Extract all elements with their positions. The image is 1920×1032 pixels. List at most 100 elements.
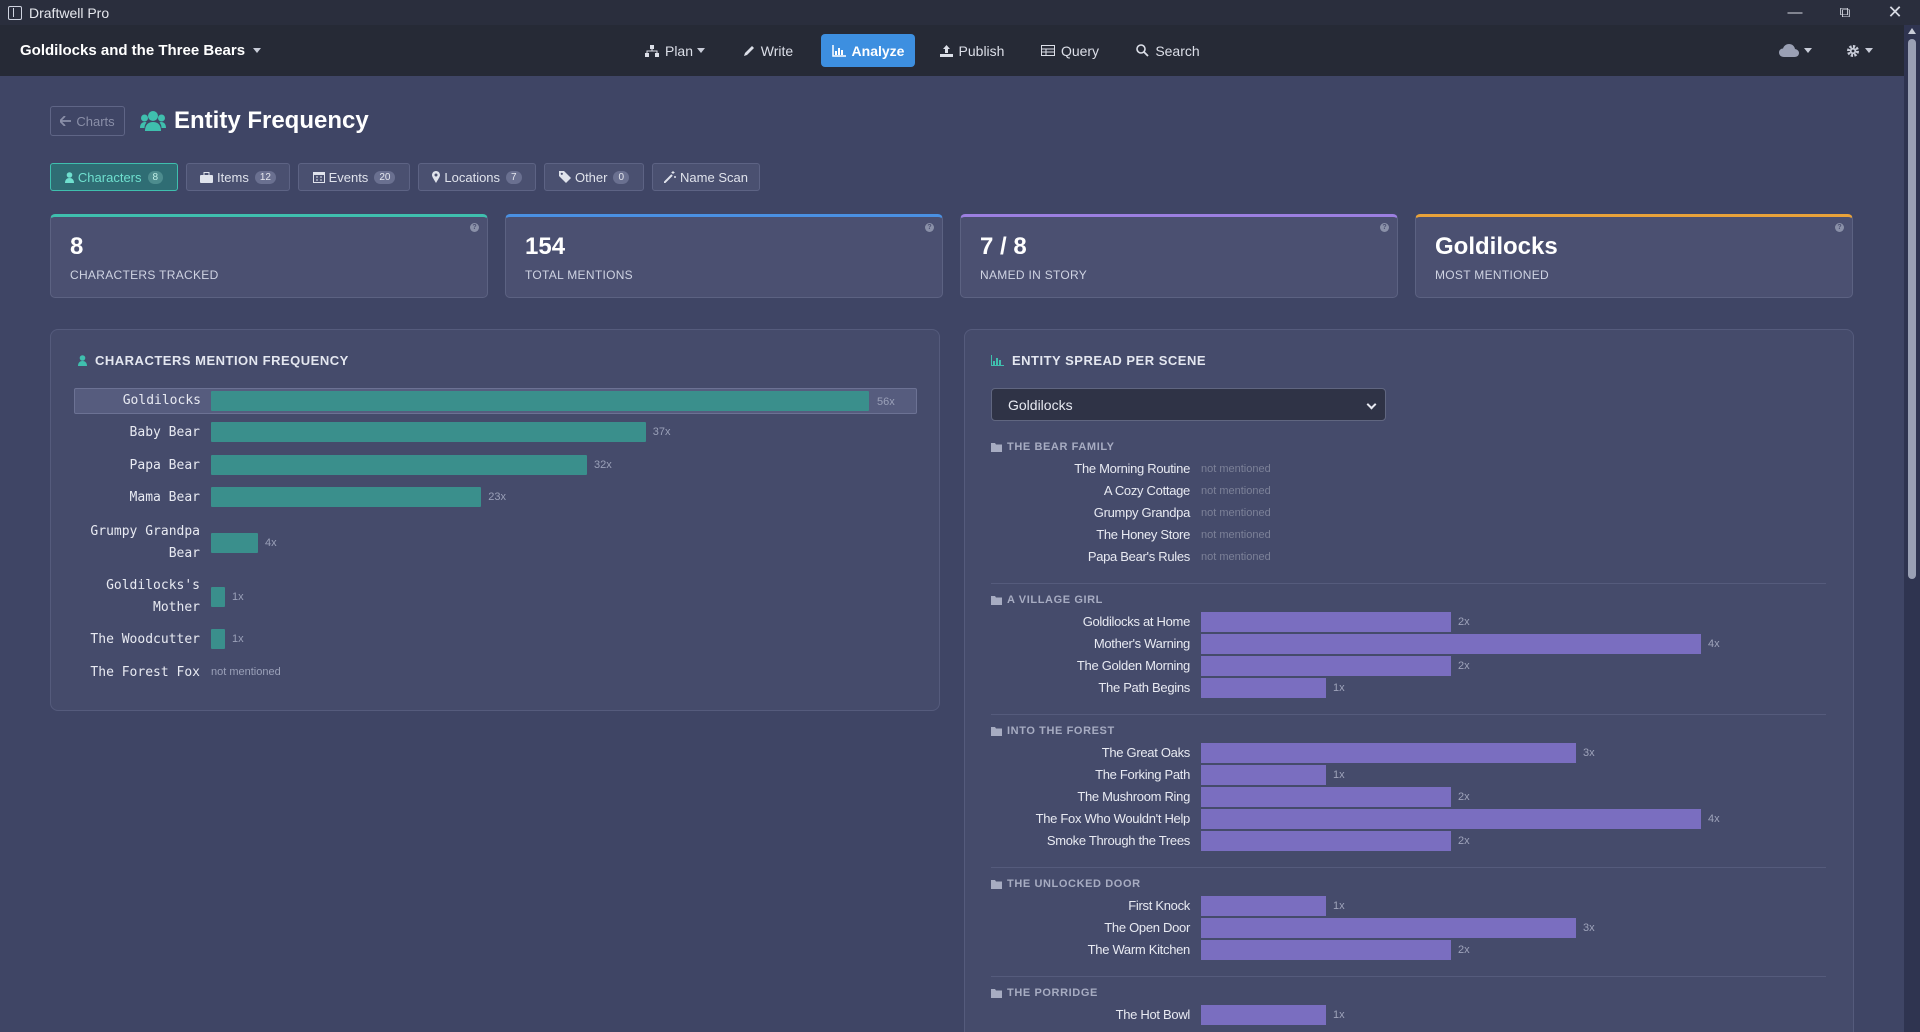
scene-row[interactable]: The Forking Path 1x [991, 765, 1831, 785]
nav-publish[interactable]: Publish [933, 34, 1011, 67]
nav-analyze[interactable]: Analyze [821, 34, 915, 67]
stat-card-most-mentioned: Goldilocks MOST MENTIONED ? [1415, 214, 1853, 298]
scene-row[interactable]: The Honey Store not mentioned [991, 525, 1831, 545]
document-selector[interactable]: Goldilocks and the Three Bears [20, 25, 262, 76]
scene-name: Smoke Through the Trees [1046, 833, 1190, 848]
tab-other[interactable]: Other 0 [544, 163, 644, 191]
scene-row[interactable]: Goldilocks at Home 2x [991, 612, 1831, 632]
scene-group-name: THE PORRIDGE [1007, 987, 1098, 999]
caret-down-icon [1865, 48, 1873, 53]
frequency-row[interactable]: The Woodcutter 1x [74, 629, 917, 649]
nav-query[interactable]: Query [1033, 34, 1107, 67]
entity-select[interactable]: Goldilocks [991, 388, 1386, 421]
not-mentioned-label: not mentioned [211, 665, 281, 678]
nav-write-label: Write [760, 42, 794, 59]
scene-count: 4x [1708, 638, 1720, 650]
tag-icon [558, 171, 571, 183]
stat-card-named-in-story: 7 / 8 NAMED IN STORY ? [960, 214, 1398, 298]
scrollbar-thumb[interactable] [1908, 39, 1916, 579]
frequency-row[interactable]: Mama Bear 23x [74, 487, 917, 507]
frequency-row[interactable]: Goldilocks 56x [74, 388, 917, 414]
scene-bar [1201, 765, 1326, 785]
back-to-charts-button[interactable]: Charts [50, 106, 125, 136]
scene-row[interactable]: First Knock 1x [991, 896, 1831, 916]
page-title-text: Entity Frequency [174, 107, 369, 134]
scene-name: The Fox Who Wouldn't Help [1035, 811, 1191, 826]
entity-spread-title: ENTITY SPREAD PER SCENE [1012, 353, 1207, 368]
help-icon[interactable]: ? [470, 223, 479, 232]
minimize-button[interactable]: — [1787, 4, 1803, 21]
scene-row[interactable]: The Open Door 3x [991, 918, 1831, 938]
scene-bar [1201, 787, 1451, 807]
tab-events-count: 20 [374, 170, 396, 184]
not-mentioned-label: not mentioned [1201, 507, 1271, 519]
settings-menu[interactable] [1846, 25, 1873, 76]
group-separator [991, 583, 1826, 584]
scene-row[interactable]: The Fox Who Wouldn't Help 4x [991, 809, 1831, 829]
tab-events[interactable]: Events 20 [298, 163, 410, 191]
scene-row[interactable]: The Great Oaks 3x [991, 743, 1831, 763]
nav-search[interactable]: Search [1130, 34, 1206, 67]
help-icon[interactable]: ? [1835, 223, 1844, 232]
scene-row[interactable]: A Cozy Cottage not mentioned [991, 481, 1831, 501]
help-icon[interactable]: ? [1380, 223, 1389, 232]
scene-name: Papa Bear's Rules [1087, 549, 1190, 564]
tab-items-count: 12 [254, 170, 276, 184]
scene-row[interactable]: The Mushroom Ring 2x [991, 787, 1831, 807]
tab-name-scan[interactable]: Name Scan [652, 163, 760, 191]
scene-row[interactable]: The Golden Morning 2x [991, 656, 1831, 676]
arrow-left-icon [60, 116, 72, 126]
tab-characters[interactable]: Characters 8 [50, 163, 178, 191]
user-icon [78, 355, 87, 366]
frequency-bar [211, 422, 646, 442]
page-title: Entity Frequency [140, 104, 369, 138]
scene-row[interactable]: The Path Begins 1x [991, 678, 1831, 698]
close-button[interactable]: ✕ [1887, 2, 1903, 22]
frequency-row[interactable]: The Forest Fox not mentioned [74, 662, 917, 682]
nav-plan[interactable]: Plan [637, 34, 713, 67]
frequency-count: 23x [488, 490, 506, 503]
frequency-row[interactable]: Baby Bear 37x [74, 422, 917, 442]
page-scrollbar[interactable] [1904, 25, 1920, 1032]
tab-items[interactable]: Items 12 [186, 163, 290, 191]
frequency-row-name: Goldilocks [122, 393, 201, 408]
help-icon[interactable]: ? [925, 223, 934, 232]
tab-locations[interactable]: Locations 7 [418, 163, 536, 191]
scene-count: 2x [1458, 660, 1470, 672]
scene-row[interactable]: Papa Bear's Rules not mentioned [991, 547, 1831, 567]
group-separator [991, 867, 1826, 868]
frequency-row-name: Grumpy Grandpa Bear [90, 524, 200, 561]
frequency-row-name: Baby Bear [129, 425, 200, 440]
magic-wand-icon [664, 171, 677, 183]
frequency-row[interactable]: Grumpy Grandpa Bear 4x [74, 521, 917, 565]
scroll-up-icon[interactable] [1908, 28, 1916, 34]
frequency-row-name: Mama Bear [129, 490, 200, 505]
stat-label: NAMED IN STORY [980, 268, 1088, 282]
scene-row[interactable]: Mother's Warning 4x [991, 634, 1831, 654]
cloud-menu[interactable] [1779, 25, 1812, 76]
restore-button[interactable]: ⧉ [1839, 4, 1851, 21]
frequency-count: 37x [652, 425, 671, 438]
briefcase-icon [200, 171, 214, 183]
folder-icon [991, 442, 1002, 452]
scene-bar [1201, 634, 1701, 654]
chevron-down-icon [1366, 399, 1377, 410]
scene-row[interactable]: The Morning Routine not mentioned [991, 459, 1831, 479]
scene-count: 2x [1458, 616, 1470, 628]
app-book-icon [8, 5, 22, 20]
not-mentioned-label: not mentioned [1201, 551, 1271, 563]
scene-name: The Open Door [1104, 920, 1190, 935]
scene-row[interactable]: The Hot Bowl 1x [991, 1005, 1831, 1025]
scene-row[interactable]: Smoke Through the Trees 2x [991, 831, 1831, 851]
group-separator [991, 976, 1826, 977]
frequency-row[interactable]: Papa Bear 32x [74, 455, 917, 475]
scene-row[interactable]: The Warm Kitchen 2x [991, 940, 1831, 960]
scene-name: Goldilocks at Home [1082, 614, 1191, 629]
nav-write[interactable]: Write [733, 34, 803, 67]
scene-row[interactable]: Grumpy Grandpa not mentioned [991, 503, 1831, 523]
frequency-bar [211, 455, 587, 475]
folder-icon [991, 595, 1002, 605]
frequency-row[interactable]: Goldilocks's Mother 1x [74, 575, 917, 619]
mention-frequency-panel [50, 329, 940, 711]
scene-group-name: A VILLAGE GIRL [1007, 594, 1103, 606]
